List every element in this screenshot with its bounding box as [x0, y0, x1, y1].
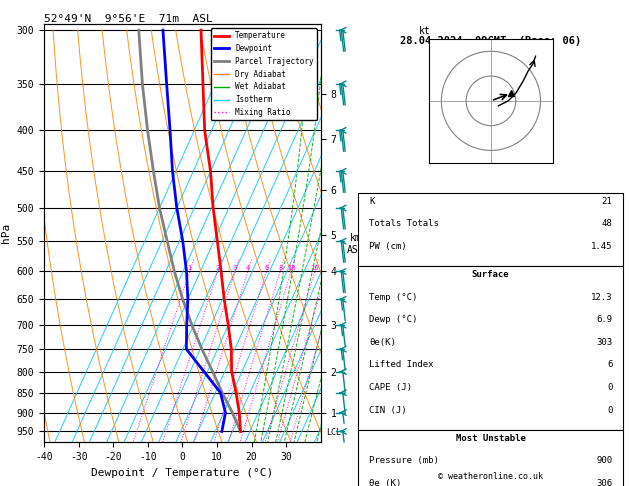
Text: 48: 48	[601, 219, 612, 228]
Text: θe (K): θe (K)	[369, 479, 401, 486]
FancyBboxPatch shape	[358, 193, 623, 266]
Text: 12.3: 12.3	[591, 293, 612, 301]
Text: 1: 1	[187, 265, 192, 272]
Text: θe(K): θe(K)	[369, 338, 396, 347]
Text: 6: 6	[607, 361, 612, 369]
Text: 16: 16	[311, 265, 319, 272]
Text: 6: 6	[264, 265, 269, 272]
Text: © weatheronline.co.uk: © weatheronline.co.uk	[438, 472, 543, 481]
Legend: Temperature, Dewpoint, Parcel Trajectory, Dry Adiabat, Wet Adiabat, Isotherm, Mi: Temperature, Dewpoint, Parcel Trajectory…	[211, 28, 317, 120]
Text: CAPE (J): CAPE (J)	[369, 383, 412, 392]
Text: PW (cm): PW (cm)	[369, 242, 406, 251]
FancyBboxPatch shape	[358, 266, 623, 430]
Text: K: K	[369, 196, 374, 206]
Y-axis label: km
ASL: km ASL	[347, 233, 365, 255]
Text: Pressure (mb): Pressure (mb)	[369, 456, 439, 466]
Text: Totals Totals: Totals Totals	[369, 219, 439, 228]
Text: kt: kt	[419, 26, 431, 36]
Text: 4: 4	[246, 265, 250, 272]
Text: 306: 306	[596, 479, 612, 486]
Text: 2: 2	[216, 265, 220, 272]
Text: 303: 303	[596, 338, 612, 347]
Text: 21: 21	[601, 196, 612, 206]
Text: 0: 0	[607, 383, 612, 392]
Text: Most Unstable: Most Unstable	[455, 434, 526, 443]
Text: Dewp (°C): Dewp (°C)	[369, 315, 417, 324]
Y-axis label: hPa: hPa	[1, 223, 11, 243]
Text: Temp (°C): Temp (°C)	[369, 293, 417, 301]
Text: 10: 10	[287, 265, 295, 272]
Text: 900: 900	[596, 456, 612, 466]
X-axis label: Dewpoint / Temperature (°C): Dewpoint / Temperature (°C)	[91, 468, 274, 478]
Text: 52°49'N  9°56'E  71m  ASL: 52°49'N 9°56'E 71m ASL	[44, 14, 213, 23]
Text: Surface: Surface	[472, 270, 509, 279]
Text: Lifted Index: Lifted Index	[369, 361, 433, 369]
Text: 8: 8	[278, 265, 282, 272]
Text: 28.04.2024  09GMT  (Base: 06): 28.04.2024 09GMT (Base: 06)	[400, 36, 581, 46]
Text: 0: 0	[607, 406, 612, 415]
Text: 1.45: 1.45	[591, 242, 612, 251]
Text: 3: 3	[233, 265, 237, 272]
Text: LCL: LCL	[326, 428, 341, 436]
Text: 6.9: 6.9	[596, 315, 612, 324]
Text: CIN (J): CIN (J)	[369, 406, 406, 415]
FancyBboxPatch shape	[358, 430, 623, 486]
